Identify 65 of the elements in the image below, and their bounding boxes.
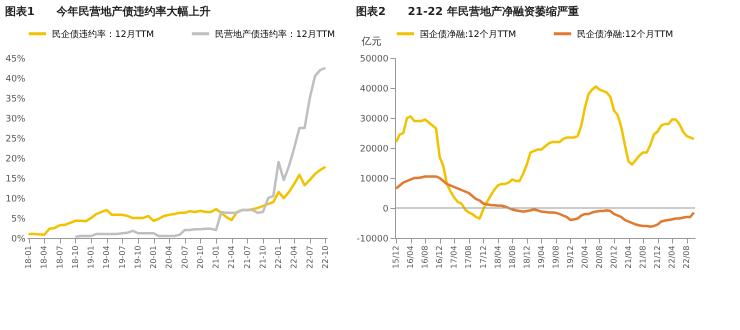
- y-tick-label: 30%: [5, 114, 26, 124]
- legend-label: 民企债违约率：12月TTM: [52, 28, 154, 40]
- x-tick-label: 20-01: [149, 246, 158, 269]
- x-tick-label: 19/08: [551, 246, 560, 269]
- x-tick-label: 18-07: [55, 246, 64, 269]
- x-tick-label: 21-07: [242, 246, 252, 269]
- x-tick-label: 18/04: [493, 246, 502, 269]
- y-tick-label: 20000: [360, 144, 389, 154]
- x-tick-label: 19-01: [86, 246, 96, 269]
- x-tick-label: 20/12: [610, 246, 619, 269]
- x-tick-label: 22-01: [274, 246, 284, 269]
- x-tick-label: 19/12: [566, 246, 575, 269]
- x-tick-label: 22/04: [668, 246, 677, 269]
- y-tick-label: 40%: [5, 74, 26, 84]
- x-tick-label: 15/12: [392, 246, 401, 269]
- x-tick-label: 18-01: [24, 246, 34, 269]
- y-tick-label: 40000: [360, 84, 389, 94]
- legend-label: 国企债净融:12个月TTM: [420, 28, 516, 40]
- x-tick-label: 20/08: [594, 246, 604, 269]
- x-tick-label: 19-04: [102, 246, 112, 269]
- x-tick-label: 18-04: [40, 246, 49, 269]
- x-tick-label: 21-04: [227, 246, 236, 269]
- y-tick-label: 0%: [11, 234, 26, 244]
- x-tick-label: 19/04: [536, 246, 546, 269]
- y-tick-label: 25%: [5, 134, 26, 144]
- x-tick-label: 21-01: [212, 246, 221, 269]
- y-tick-label: 10%: [5, 194, 26, 204]
- x-tick-label: 22-04: [290, 246, 299, 269]
- x-tick-label: 20-07: [180, 246, 190, 269]
- y-tick-label: -10000: [356, 234, 389, 244]
- y-tick-label: 45%: [5, 54, 26, 64]
- x-tick-label: 19-10: [133, 246, 142, 269]
- x-tick-label: 22-10: [320, 246, 330, 269]
- y-tick-label: 15%: [5, 174, 26, 184]
- x-tick-label: 22-07: [305, 246, 314, 269]
- y-tick-label: 30000: [360, 114, 389, 124]
- x-tick-label: 16/08: [420, 246, 430, 269]
- legend-label: 民营地产债违约率：12月TTM: [215, 28, 336, 40]
- x-tick-label: 22/08: [682, 246, 692, 269]
- x-tick-label: 18/12: [522, 246, 532, 269]
- x-tick-label: 17/04: [450, 246, 459, 269]
- y-axis-title: 亿元: [360, 36, 382, 48]
- y-tick-label: 5%: [11, 214, 26, 224]
- x-tick-label: 17/12: [478, 246, 488, 269]
- x-tick-label: 17/08: [464, 246, 474, 269]
- x-tick-label: 21/04: [624, 246, 634, 269]
- x-tick-label: 20-04: [164, 246, 174, 269]
- x-tick-label: 20/04: [580, 246, 590, 269]
- x-tick-label: 16/04: [406, 246, 416, 269]
- chart-title: 图表2 21-22 年民营地产净融资萎缩严重: [356, 5, 579, 18]
- y-tick-label: 50000: [360, 54, 389, 64]
- legend-label: 民企债净融:12个月TTM: [577, 28, 674, 40]
- y-tick-label: 10000: [360, 174, 389, 184]
- chart-title: 图表1 今年民营地产债违约率大幅上升: [4, 5, 211, 18]
- x-tick-label: 21/08: [638, 246, 648, 269]
- y-tick-label: 0: [382, 204, 389, 214]
- x-tick-label: 18/08: [508, 246, 517, 269]
- x-tick-label: 21/12: [653, 246, 662, 269]
- y-tick-label: 35%: [5, 94, 26, 104]
- x-tick-label: 16/12: [435, 246, 444, 269]
- x-tick-label: 18-10: [70, 246, 80, 269]
- x-tick-label: 21-10: [258, 246, 268, 269]
- y-tick-label: 20%: [5, 154, 26, 164]
- x-tick-label: 19-07: [118, 246, 127, 269]
- x-tick-label: 20-10: [196, 246, 205, 269]
